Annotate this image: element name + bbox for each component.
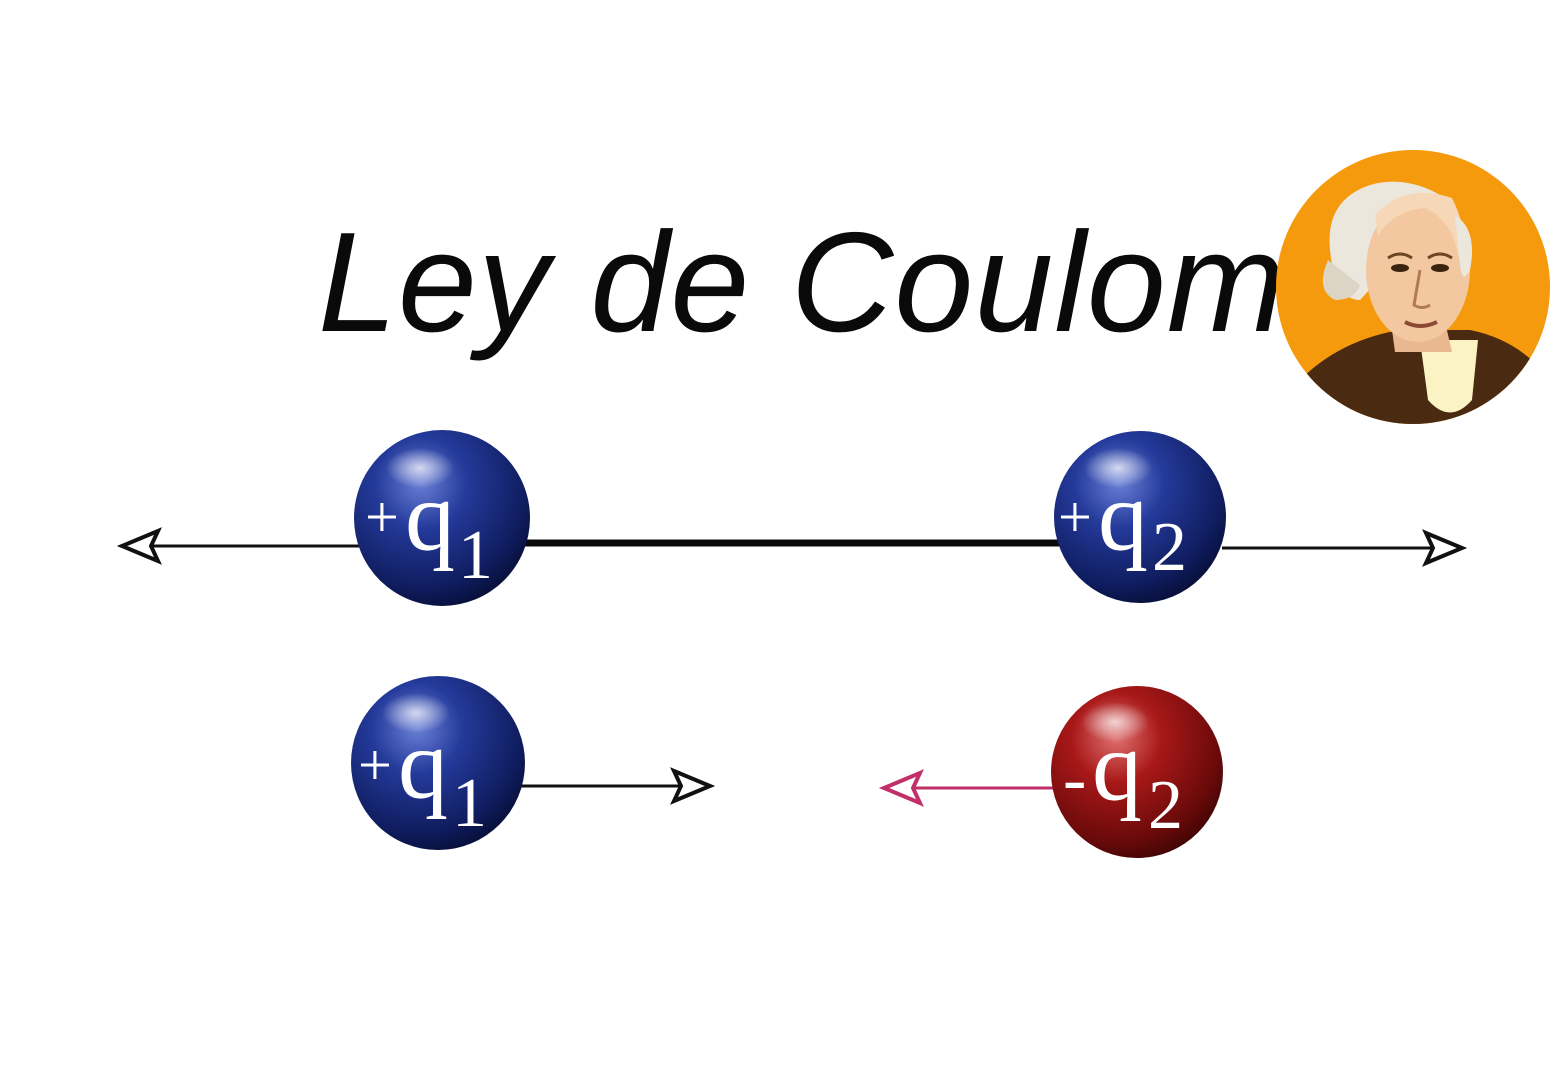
charge-letter: q [1092,711,1142,822]
arrowhead-left-icon [116,527,162,565]
charge-sign: + [1058,484,1092,550]
charge-index: 1 [452,765,487,842]
charge-letter: q [405,461,455,572]
arrowhead-right-icon [1422,529,1468,567]
charge-letter: q [398,709,448,820]
charge-sphere: - q 2 [1051,686,1223,858]
arrowhead-left-icon [878,769,924,807]
charge-sphere: + q 1 [351,676,525,850]
page-title: Ley de Coulomb [318,203,1367,362]
charge-sphere: + q 1 [354,430,530,606]
coulomb-portrait-icon [1276,150,1550,424]
arrowhead-right-icon [670,767,716,805]
charge-index: 1 [458,517,493,594]
attraction-row: + q 1 - q 2 [351,676,1223,858]
charge-sign: + [365,484,399,550]
repulsion-row: + q 1 + q 2 [116,430,1468,606]
charge-index: 2 [1152,509,1187,586]
charge-sphere: + q 2 [1054,431,1226,603]
charge-sign: - [1063,741,1086,818]
charge-letter: q [1098,461,1148,572]
charge-sign: + [358,732,392,798]
charge-index: 2 [1148,767,1183,844]
